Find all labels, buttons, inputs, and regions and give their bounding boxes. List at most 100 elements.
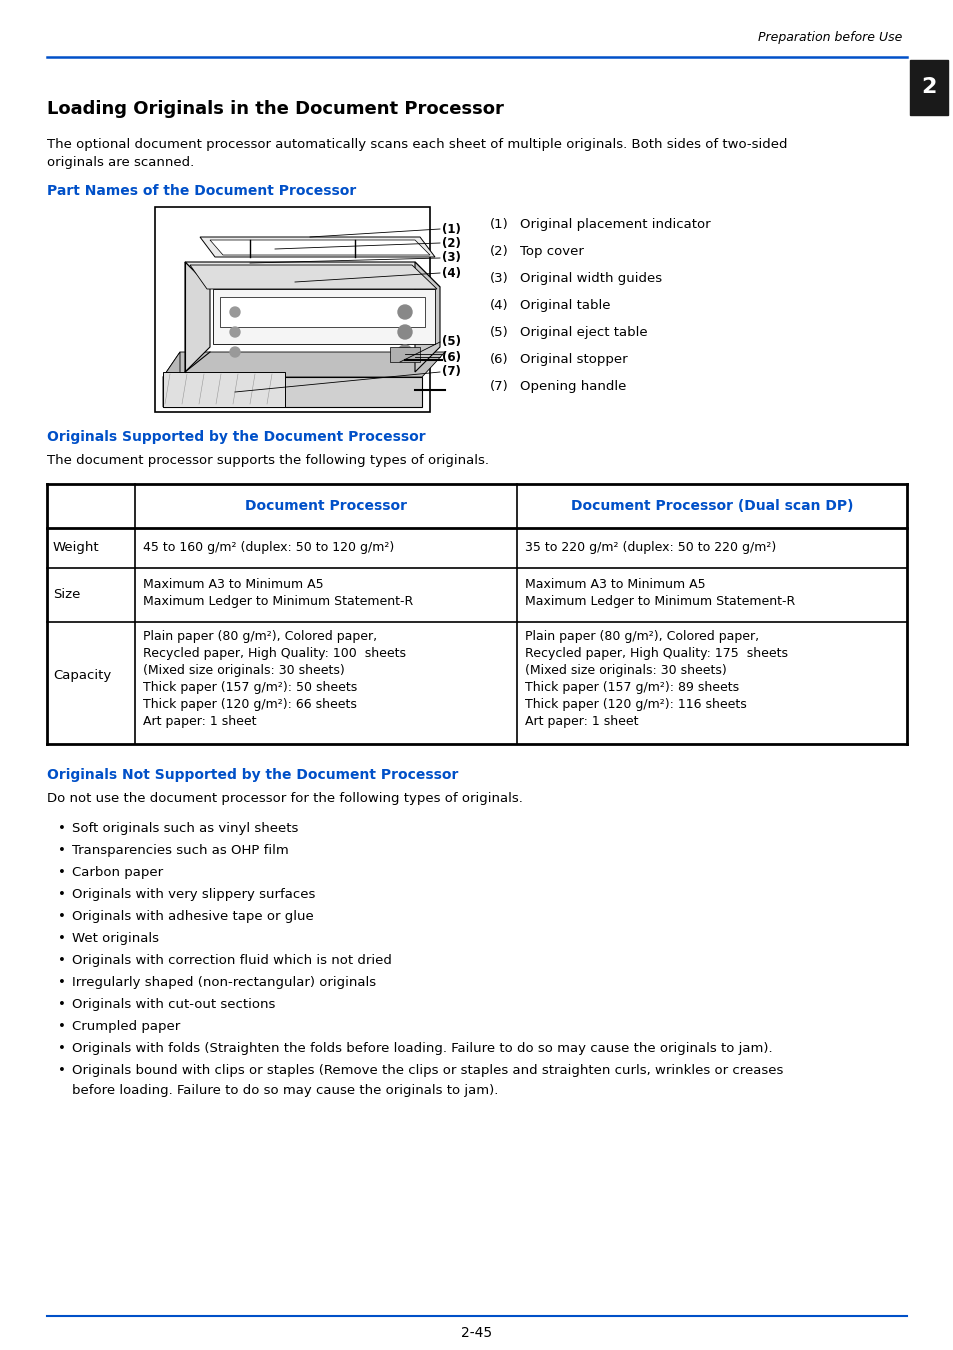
Text: Originals with correction fluid which is not dried: Originals with correction fluid which is… xyxy=(71,954,392,967)
Circle shape xyxy=(230,327,240,338)
Text: Original eject table: Original eject table xyxy=(519,325,647,339)
Text: Originals Not Supported by the Document Processor: Originals Not Supported by the Document … xyxy=(47,768,457,782)
Text: Weight: Weight xyxy=(53,541,99,555)
Text: Size: Size xyxy=(53,589,80,602)
Text: Art paper: 1 sheet: Art paper: 1 sheet xyxy=(143,716,256,728)
Text: (Mixed size originals: 30 sheets): (Mixed size originals: 30 sheets) xyxy=(524,664,726,676)
Text: Transparencies such as OHP film: Transparencies such as OHP film xyxy=(71,844,289,857)
Text: (7): (7) xyxy=(490,379,508,393)
Circle shape xyxy=(230,306,240,317)
Text: Thick paper (157 g/m²): 89 sheets: Thick paper (157 g/m²): 89 sheets xyxy=(524,680,739,694)
Bar xyxy=(390,347,419,362)
Polygon shape xyxy=(220,297,424,327)
Text: •: • xyxy=(58,976,66,990)
Text: (5): (5) xyxy=(490,325,508,339)
Text: Capacity: Capacity xyxy=(53,668,112,682)
Text: Soft originals such as vinyl sheets: Soft originals such as vinyl sheets xyxy=(71,822,298,836)
Bar xyxy=(909,59,947,115)
Text: Originals Supported by the Document Processor: Originals Supported by the Document Proc… xyxy=(47,431,425,444)
Text: (1): (1) xyxy=(490,217,508,231)
Text: 45 to 160 g/m² (duplex: 50 to 120 g/m²): 45 to 160 g/m² (duplex: 50 to 120 g/m²) xyxy=(143,541,394,555)
Text: originals are scanned.: originals are scanned. xyxy=(47,157,194,169)
Text: Maximum Ledger to Minimum Statement-R: Maximum Ledger to Minimum Statement-R xyxy=(143,595,413,608)
Text: (5): (5) xyxy=(441,336,460,348)
Text: •: • xyxy=(58,888,66,900)
Circle shape xyxy=(397,325,412,339)
Polygon shape xyxy=(163,373,285,406)
Text: •: • xyxy=(58,954,66,967)
Polygon shape xyxy=(415,262,439,373)
Text: •: • xyxy=(58,844,66,857)
Text: Maximum A3 to Minimum A5: Maximum A3 to Minimum A5 xyxy=(143,578,323,591)
Text: Thick paper (120 g/m²): 66 sheets: Thick paper (120 g/m²): 66 sheets xyxy=(143,698,356,711)
Text: 35 to 220 g/m² (duplex: 50 to 220 g/m²): 35 to 220 g/m² (duplex: 50 to 220 g/m²) xyxy=(524,541,776,555)
Text: •: • xyxy=(58,1021,66,1033)
Circle shape xyxy=(230,347,240,356)
Text: Part Names of the Document Processor: Part Names of the Document Processor xyxy=(47,184,355,198)
Text: The document processor supports the following types of originals.: The document processor supports the foll… xyxy=(47,454,489,467)
Text: Thick paper (120 g/m²): 116 sheets: Thick paper (120 g/m²): 116 sheets xyxy=(524,698,746,711)
Text: Loading Originals in the Document Processor: Loading Originals in the Document Proces… xyxy=(47,100,503,117)
Text: Top cover: Top cover xyxy=(519,244,583,258)
Text: Irregularly shaped (non-rectangular) originals: Irregularly shaped (non-rectangular) ori… xyxy=(71,976,375,990)
Text: Crumpled paper: Crumpled paper xyxy=(71,1021,180,1033)
Text: Document Processor (Dual scan DP): Document Processor (Dual scan DP) xyxy=(570,500,852,513)
Text: •: • xyxy=(58,910,66,923)
Polygon shape xyxy=(163,352,180,406)
Text: Original stopper: Original stopper xyxy=(519,352,627,366)
Polygon shape xyxy=(210,240,430,255)
Polygon shape xyxy=(190,265,436,289)
Circle shape xyxy=(397,305,412,319)
Text: Recycled paper, High Quality: 175  sheets: Recycled paper, High Quality: 175 sheets xyxy=(524,647,787,660)
Text: (3): (3) xyxy=(441,251,460,265)
Circle shape xyxy=(397,346,412,359)
Text: •: • xyxy=(58,998,66,1011)
Polygon shape xyxy=(163,352,444,377)
Text: 2-45: 2-45 xyxy=(461,1326,492,1341)
Text: Plain paper (80 g/m²), Colored paper,: Plain paper (80 g/m²), Colored paper, xyxy=(524,630,759,643)
Text: Wet originals: Wet originals xyxy=(71,931,159,945)
Text: (2): (2) xyxy=(441,236,460,250)
Text: (4): (4) xyxy=(490,298,508,312)
Text: Originals bound with clips or staples (Remove the clips or staples and straighte: Originals bound with clips or staples (R… xyxy=(71,1064,782,1077)
Text: Originals with folds (Straighten the folds before loading. Failure to do so may : Originals with folds (Straighten the fol… xyxy=(71,1042,772,1054)
Text: Original placement indicator: Original placement indicator xyxy=(519,217,710,231)
Text: (3): (3) xyxy=(490,271,508,285)
Text: (2): (2) xyxy=(490,244,508,258)
Text: •: • xyxy=(58,1064,66,1077)
Text: Originals with very slippery surfaces: Originals with very slippery surfaces xyxy=(71,888,315,900)
Polygon shape xyxy=(185,262,439,288)
Text: Maximum Ledger to Minimum Statement-R: Maximum Ledger to Minimum Statement-R xyxy=(524,595,795,608)
Text: Original table: Original table xyxy=(519,298,610,312)
Text: •: • xyxy=(58,865,66,879)
Text: Art paper: 1 sheet: Art paper: 1 sheet xyxy=(524,716,638,728)
Text: (4): (4) xyxy=(441,266,460,279)
Text: (7): (7) xyxy=(441,366,460,378)
Text: •: • xyxy=(58,822,66,836)
Text: before loading. Failure to do so may cause the originals to jam).: before loading. Failure to do so may cau… xyxy=(71,1084,497,1098)
Text: (6): (6) xyxy=(441,351,460,363)
Text: (6): (6) xyxy=(490,352,508,366)
Polygon shape xyxy=(200,238,435,256)
Text: (Mixed size originals: 30 sheets): (Mixed size originals: 30 sheets) xyxy=(143,664,344,676)
Polygon shape xyxy=(163,377,421,406)
Bar xyxy=(154,207,430,412)
Text: Opening handle: Opening handle xyxy=(519,379,626,393)
Text: Plain paper (80 g/m²), Colored paper,: Plain paper (80 g/m²), Colored paper, xyxy=(143,630,376,643)
Text: Do not use the document processor for the following types of originals.: Do not use the document processor for th… xyxy=(47,792,522,805)
Text: •: • xyxy=(58,1042,66,1054)
Text: •: • xyxy=(58,931,66,945)
Text: Carbon paper: Carbon paper xyxy=(71,865,163,879)
Text: Document Processor: Document Processor xyxy=(245,500,407,513)
Text: Original width guides: Original width guides xyxy=(519,271,661,285)
Text: Thick paper (157 g/m²): 50 sheets: Thick paper (157 g/m²): 50 sheets xyxy=(143,680,356,694)
Text: The optional document processor automatically scans each sheet of multiple origi: The optional document processor automati… xyxy=(47,138,786,151)
Polygon shape xyxy=(185,262,210,373)
Text: Maximum A3 to Minimum A5: Maximum A3 to Minimum A5 xyxy=(524,578,705,591)
Text: Recycled paper, High Quality: 100  sheets: Recycled paper, High Quality: 100 sheets xyxy=(143,647,406,660)
Text: Originals with cut-out sections: Originals with cut-out sections xyxy=(71,998,275,1011)
Text: Preparation before Use: Preparation before Use xyxy=(757,31,901,45)
Text: Originals with adhesive tape or glue: Originals with adhesive tape or glue xyxy=(71,910,314,923)
Text: (1): (1) xyxy=(441,223,460,235)
Polygon shape xyxy=(213,289,435,344)
